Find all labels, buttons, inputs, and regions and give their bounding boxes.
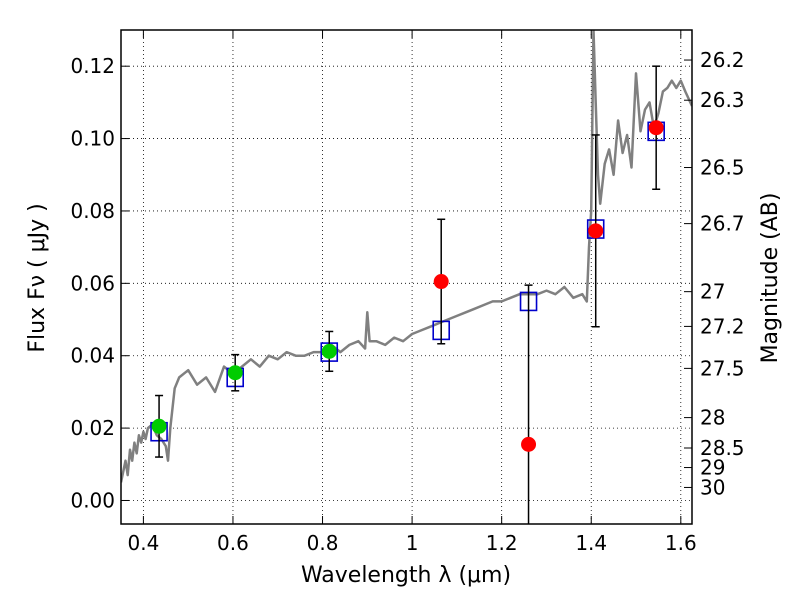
magnitude-tick-label: 27 [700,280,725,304]
x-tick-label: 0.4 [127,531,159,555]
plot-frame [120,29,693,525]
magnitude-tick-label: 29 [700,456,725,480]
magnitude-tick-label: 26.2 [700,48,745,72]
x-tick-label: 1.4 [575,531,607,555]
y-axis-ticks: 0.00 0.02 0.04 0.06 0.08 0.10 0.12 [70,54,129,512]
y-tick-label: 0.02 [70,416,115,440]
magnitude-tick-label: 27.5 [700,356,745,380]
y-tick-label: 0.04 [70,344,115,368]
y-tick-label: 0.08 [70,199,115,223]
x-axis-ticks: 0.4 0.6 0.8 1 1.2 1.4 1.6 [127,30,697,555]
magnitude-tick-label: 28.5 [700,436,745,460]
magnitude-tick-label: 26.7 [700,212,745,236]
y-axis-label: Flux Fν ( μJy ) [25,203,50,352]
y-tick-label: 0.10 [70,127,115,151]
x-tick-label: 0.8 [307,531,339,555]
x-axis-label: Wavelength λ (μm) [301,563,511,588]
magnitude-tick-label: 27.2 [700,314,745,338]
y-tick-label: 0.00 [70,488,115,512]
y-tick-label: 0.06 [70,271,115,295]
x-tick-label: 1.2 [486,531,518,555]
detection-point [321,343,337,359]
grid-lines [121,30,692,524]
detection-point [648,120,664,136]
error-bars-layer [155,65,661,524]
y-tick-label: 0.12 [70,54,115,78]
magnitude-tick-label: 26.5 [700,156,745,180]
x-tick-label: 1.6 [665,531,697,555]
x-tick-label: 1 [406,531,419,555]
detection-point [227,365,243,381]
magnitude-tick-label: 30 [700,475,725,499]
model-sed-line [121,30,692,483]
detection-point [588,223,604,239]
model-sed-layer [121,30,692,483]
magnitude-tick-label: 26.3 [700,88,745,112]
magnitude-tick-label: 28 [700,406,725,430]
detection-point [151,418,167,434]
detection-point [433,274,449,290]
magnitude-axis-label: Magnitude (AB) [758,193,783,364]
x-tick-label: 0.6 [217,531,249,555]
detections-layer [151,120,664,452]
detection-point [521,436,537,452]
